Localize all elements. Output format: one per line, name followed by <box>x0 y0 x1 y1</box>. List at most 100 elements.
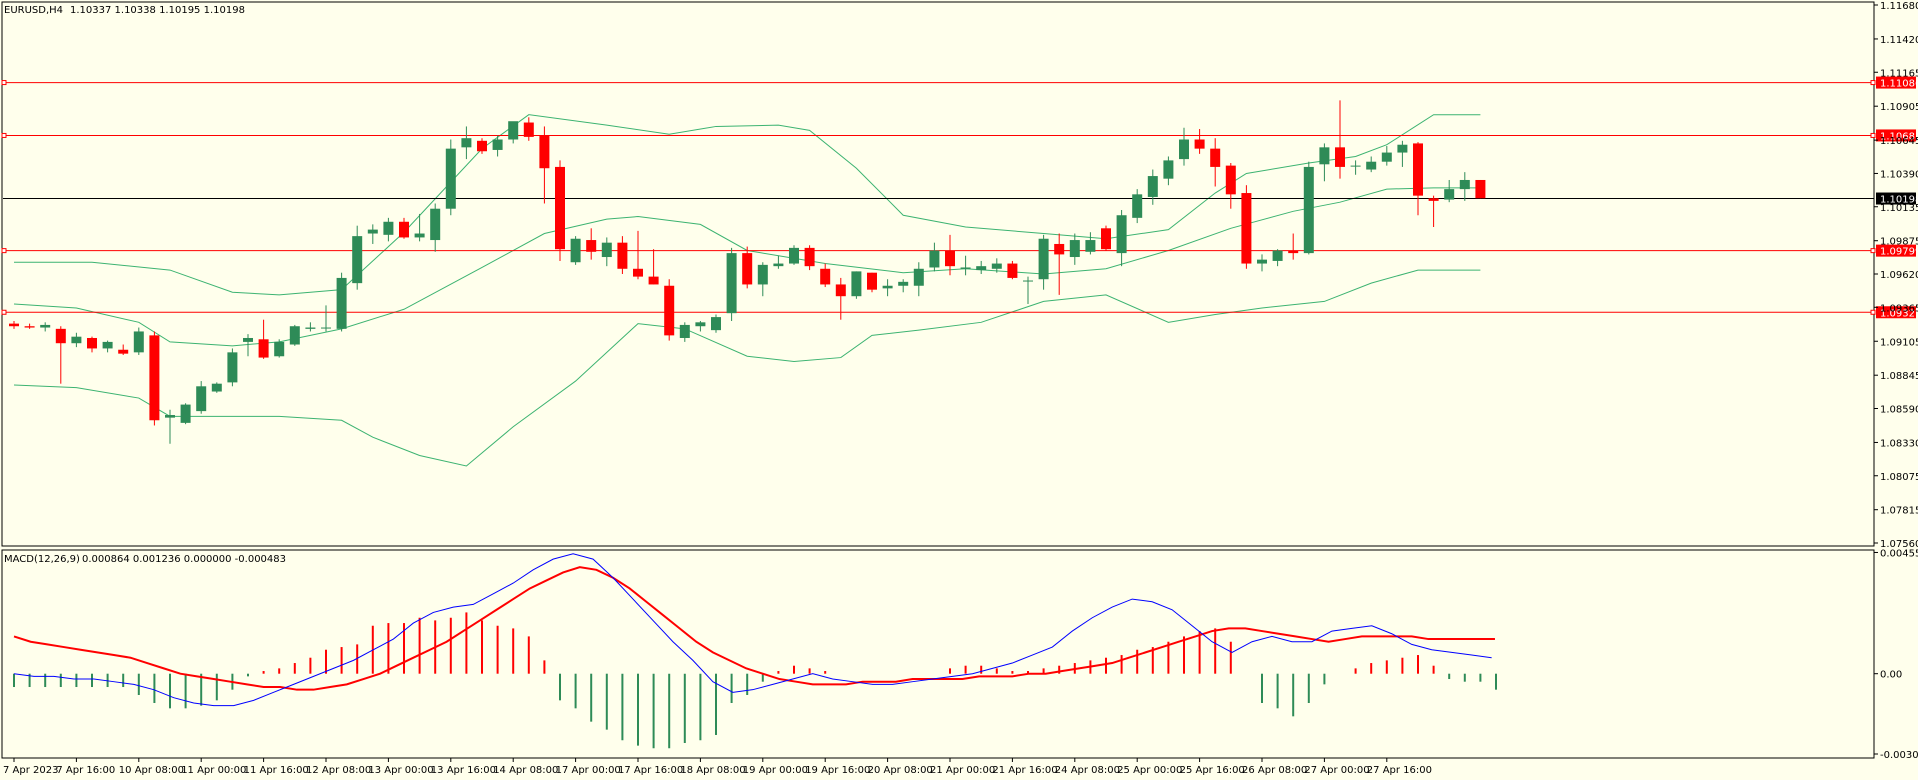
candle-body <box>1459 179 1470 190</box>
bid-badge-label: 1.10198 <box>1880 195 1918 206</box>
price-tick-label: 1.11420 <box>1880 35 1918 46</box>
candle-body <box>336 277 347 329</box>
candle-body <box>414 233 425 238</box>
macd-main-line <box>13 553 1492 707</box>
candle-body <box>118 349 129 354</box>
candle-body <box>149 335 160 421</box>
candle-body <box>1210 148 1221 167</box>
price-tick-label: 1.07815 <box>1880 506 1918 517</box>
price-tick-label: 1.11680 <box>1880 1 1918 12</box>
candle-body <box>196 386 207 412</box>
horizontal-levels[interactable]: 1.11086 1.10681 1.09799 1.09327 1.10198 <box>1 76 1918 320</box>
candle-body <box>664 285 675 336</box>
candle-body <box>321 327 331 329</box>
candle-body <box>1007 263 1018 278</box>
candle-body <box>258 339 269 358</box>
candle-body <box>1335 147 1345 167</box>
candle-body <box>477 140 487 152</box>
candle-body <box>165 415 175 418</box>
candle-body <box>835 284 846 297</box>
candle-body <box>1257 259 1267 264</box>
candle-body <box>227 352 238 383</box>
candle-body <box>461 138 472 148</box>
candle-body <box>1475 179 1486 199</box>
candle-body <box>430 208 441 241</box>
candle-body <box>87 337 97 349</box>
candle-body <box>539 135 550 169</box>
price-tick-label: 1.08075 <box>1880 472 1918 483</box>
candle-body <box>929 250 940 268</box>
time-tick-label: 21 Apr 16:00 <box>992 765 1057 776</box>
candle-body <box>1288 250 1299 254</box>
candle-body <box>243 337 253 342</box>
time-tick-label: 21 Apr 00:00 <box>930 765 995 776</box>
candle-body <box>1038 238 1049 280</box>
candle-body <box>1225 165 1236 195</box>
candle-body <box>1303 166 1314 254</box>
candle-body <box>1194 139 1205 149</box>
candle-body <box>617 242 628 269</box>
candle-body <box>367 229 378 234</box>
level-handle-right <box>1870 80 1876 86</box>
candle-body <box>601 242 612 258</box>
candle-body <box>1319 147 1330 165</box>
candle-body <box>55 328 66 344</box>
time-tick-label: 19 Apr 00:00 <box>743 765 808 776</box>
level-badge <box>1876 306 1916 319</box>
time-tick-label: 17 Apr 00:00 <box>556 765 621 776</box>
candle-body <box>24 326 35 328</box>
price-tick-label: 1.11165 <box>1880 68 1918 79</box>
candle-body <box>820 268 831 285</box>
candle-body <box>695 322 706 327</box>
price-tick-label: 1.07560 <box>1880 539 1918 550</box>
candle-body <box>773 263 784 267</box>
time-tick-label: 11 Apr 00:00 <box>181 765 246 776</box>
time-tick-label: 20 Apr 08:00 <box>868 765 933 776</box>
candle-body <box>1241 193 1252 264</box>
candle-body <box>991 263 1002 269</box>
bid-badge <box>1876 192 1916 205</box>
candle-body <box>1272 250 1283 261</box>
candle-body <box>211 383 222 392</box>
level-badge-label: 1.09799 <box>1880 247 1918 258</box>
time-tick-label: 11 Apr 16:00 <box>244 765 309 776</box>
level-handle-right <box>1870 309 1876 315</box>
candle-body <box>1054 243 1065 255</box>
candle-body <box>1413 143 1423 196</box>
time-tick-label: 17 Apr 16:00 <box>618 765 683 776</box>
macd-tick-label: 0.00 <box>1880 670 1902 681</box>
candle-body <box>1381 152 1392 162</box>
macd-axis: 0.00455 0.00 -0.003014 <box>1874 548 1918 761</box>
price-tick-label: 1.09105 <box>1880 337 1918 348</box>
time-tick-label: 18 Apr 08:00 <box>680 765 745 776</box>
time-tick-label: 27 Apr 16:00 <box>1367 765 1432 776</box>
time-tick-label: 14 Apr 08:00 <box>493 765 558 776</box>
price-tick-label: 1.10135 <box>1880 203 1918 214</box>
candle-body <box>789 247 799 264</box>
candles <box>9 100 1486 444</box>
candle-body <box>976 266 987 271</box>
time-tick-label: 13 Apr 16:00 <box>431 765 496 776</box>
candle-body <box>1179 139 1189 160</box>
candle-body <box>570 238 581 263</box>
price-tick-label: 1.09620 <box>1880 270 1918 281</box>
candle-body <box>9 323 19 327</box>
candle-body <box>742 253 753 285</box>
candle-body <box>399 221 409 238</box>
candle-body <box>40 324 51 328</box>
candle-body <box>1132 194 1143 218</box>
candle-body <box>1069 240 1080 258</box>
level-handle-left <box>1 248 7 254</box>
level-badge-label: 1.10681 <box>1880 131 1918 142</box>
level-handle-left <box>1 132 7 138</box>
macd-pane-frame <box>1 549 1875 759</box>
price-tick-label: 1.10645 <box>1880 136 1918 147</box>
candle-body <box>102 341 113 349</box>
candle-body <box>180 404 191 423</box>
time-tick-label: 25 Apr 00:00 <box>1117 765 1182 776</box>
time-tick-label: 7 Apr 16:00 <box>56 765 115 776</box>
candle-body <box>648 276 659 285</box>
level-badge-label: 1.11086 <box>1880 79 1918 90</box>
candle-body <box>1116 215 1127 254</box>
